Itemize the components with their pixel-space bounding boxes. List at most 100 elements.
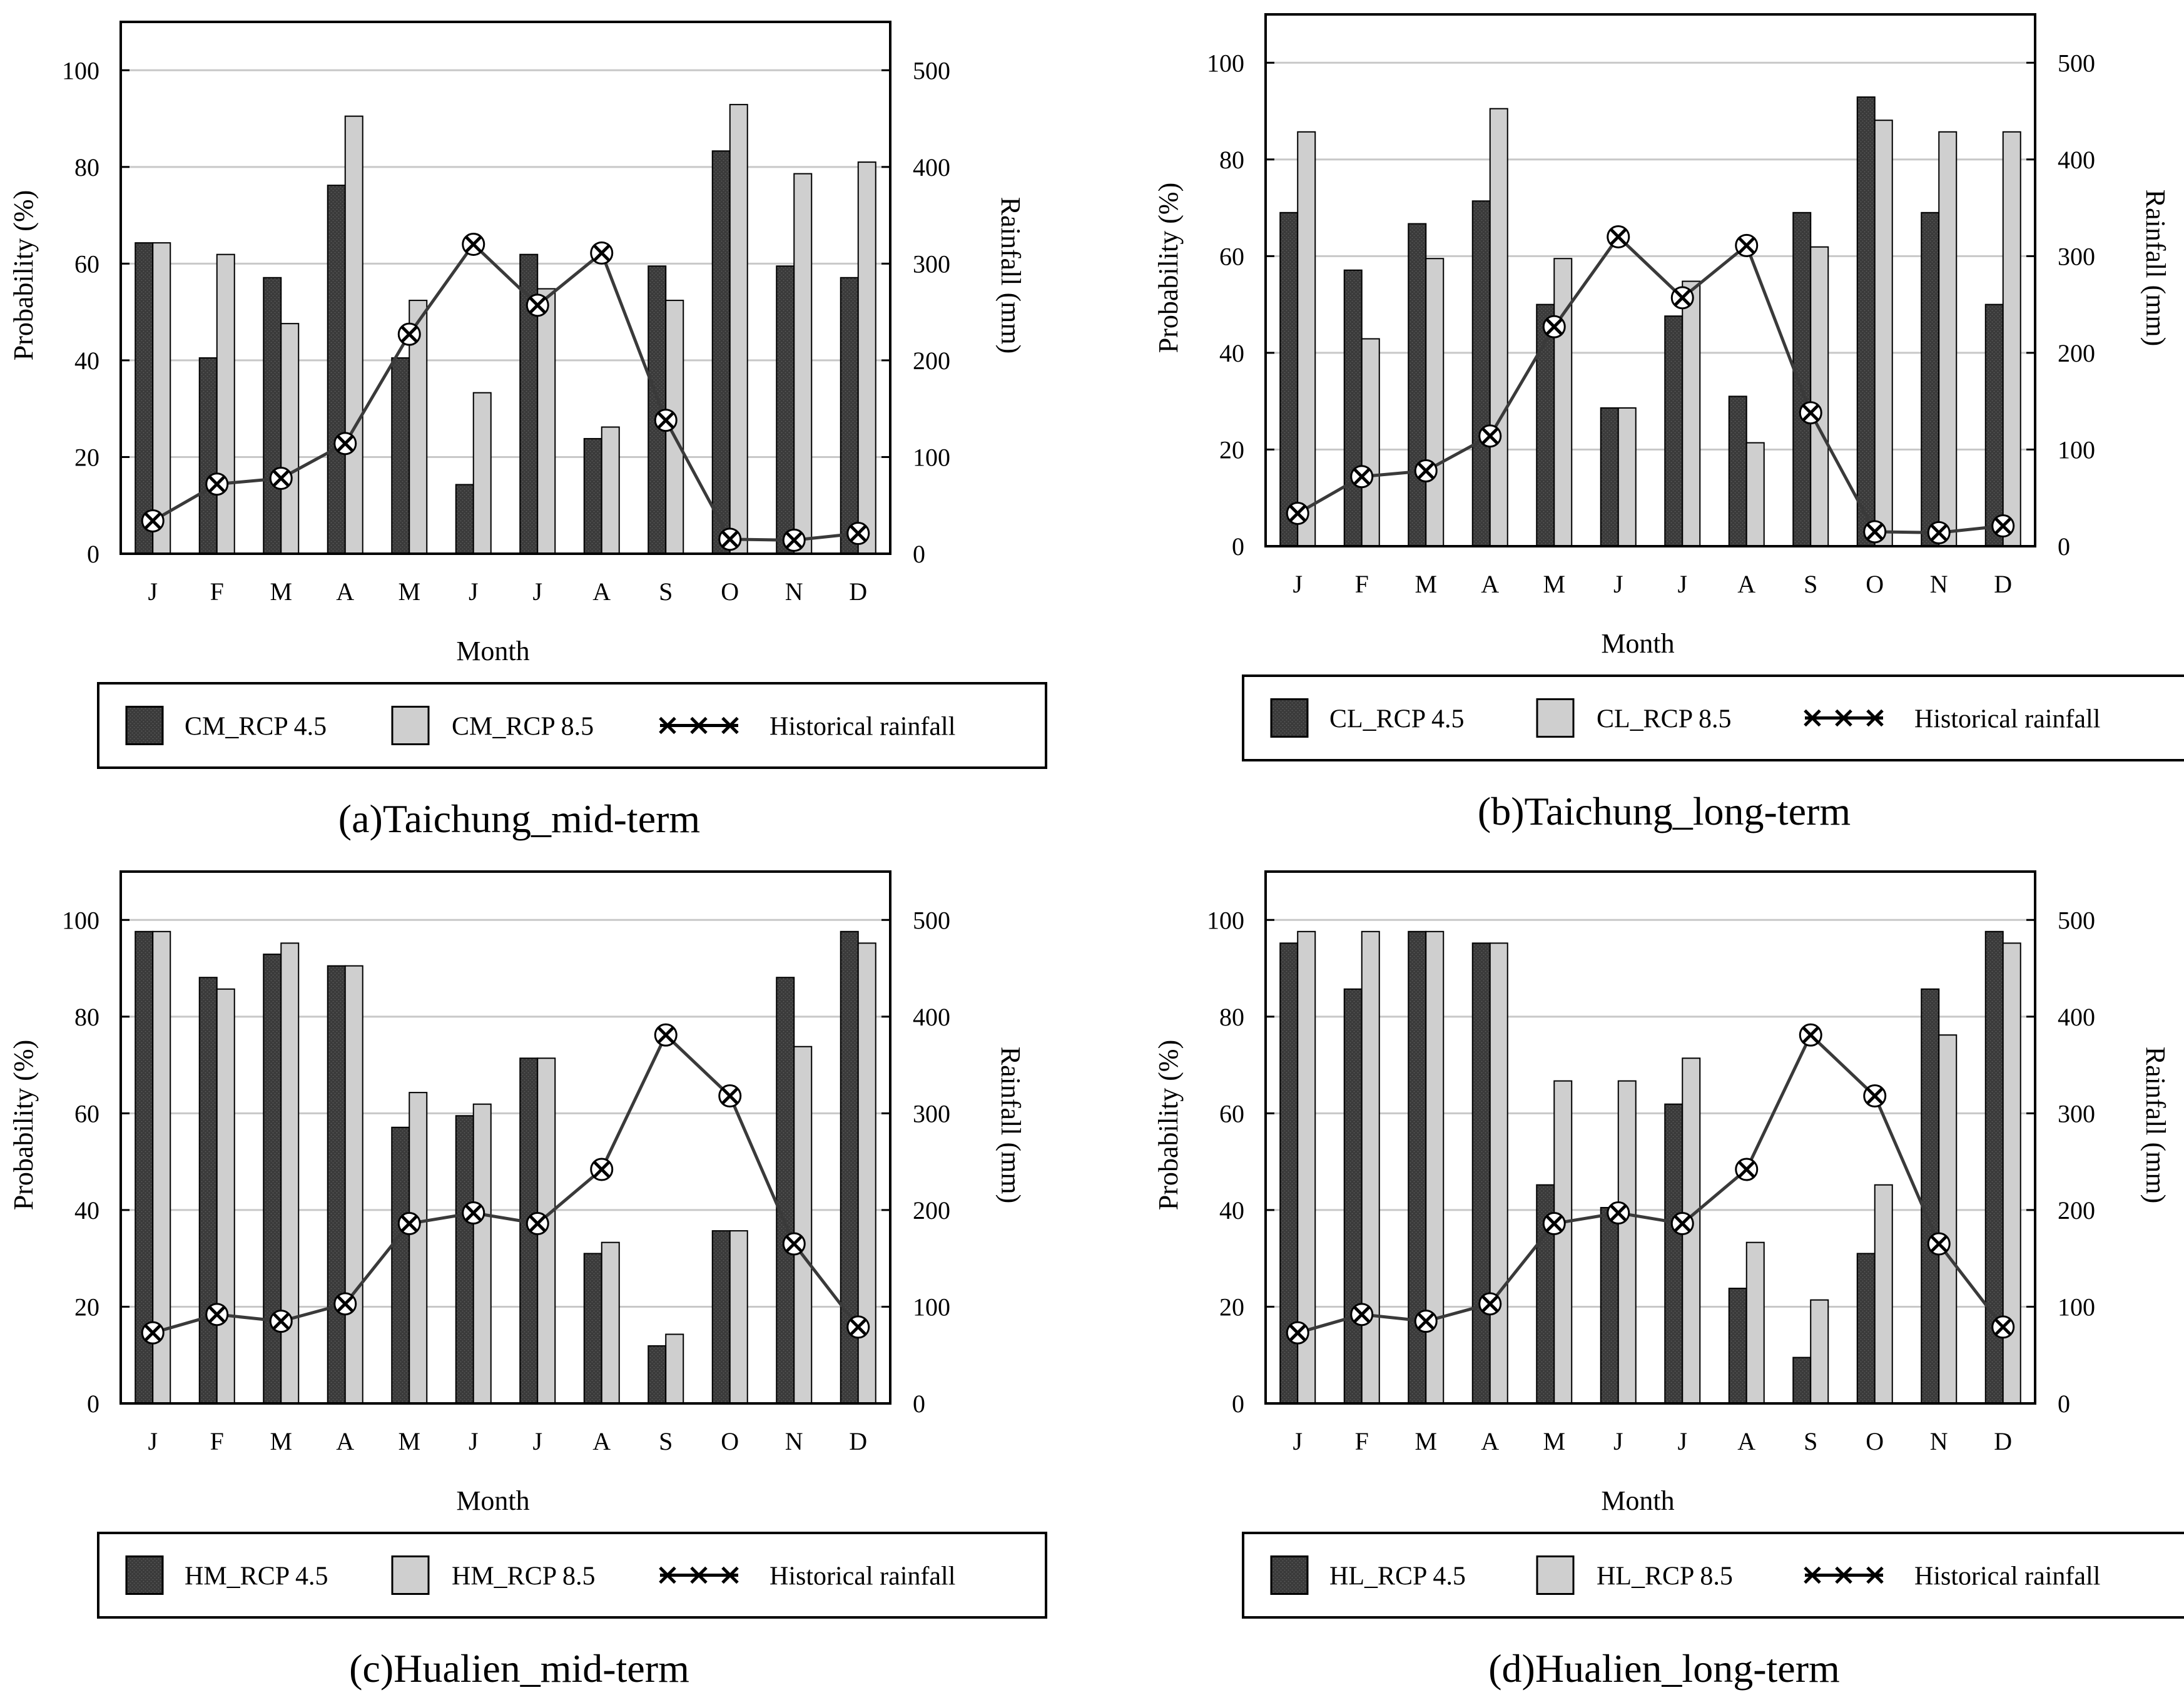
x-tick-label: S <box>1804 1427 1817 1455</box>
rainfall-line <box>1297 1032 2004 1335</box>
legend-swatch-rcp45 <box>1270 1555 1309 1595</box>
y2-tick-label: 400 <box>2058 1003 2095 1031</box>
bar-rcp45 <box>1856 96 1876 547</box>
rainfall-marker <box>1478 1292 1502 1316</box>
marker-x <box>208 1306 226 1323</box>
bar-rcp45 <box>648 1345 667 1404</box>
y2-axis-label: Rainfall (mm) <box>995 197 1026 354</box>
rainfall-marker <box>782 528 806 552</box>
legend-marker-x <box>1866 709 1884 727</box>
rainfall-marker <box>462 232 485 256</box>
x-tick-label: O <box>1866 570 1884 598</box>
x-tick-label: A <box>336 578 354 606</box>
rainfall-marker <box>590 1158 614 1181</box>
legend-label-rcp45: HL_RCP 4.5 <box>1329 1562 1466 1591</box>
y2-tick-label: 0 <box>2058 1390 2070 1418</box>
bar-rcp85 <box>1489 108 1508 547</box>
x-tick-label: A <box>592 1427 611 1455</box>
marker-x <box>1737 237 1755 255</box>
x-tick-label: A <box>592 578 611 606</box>
rainfall-marker <box>141 509 165 532</box>
y-tick-label: 0 <box>1232 532 1244 561</box>
y2-axis-label: Rainfall (mm) <box>2140 190 2171 347</box>
bar-rcp85 <box>280 323 300 554</box>
x-tick-label: D <box>1994 570 2012 598</box>
marker-x <box>1737 1161 1755 1178</box>
marker-x <box>1994 517 2012 535</box>
y-tick-label: 0 <box>1232 1390 1244 1418</box>
rainfall-marker <box>654 409 678 432</box>
bar-rcp85 <box>1874 1184 1893 1405</box>
bar-rcp85 <box>472 392 492 554</box>
y2-tick-label: 500 <box>2058 49 2095 77</box>
bar-rcp85 <box>665 1333 684 1404</box>
rainfall-marker <box>1991 1315 2015 1339</box>
rainfall-marker <box>1542 315 1566 338</box>
legend-marker-x <box>721 716 739 735</box>
rainfall-marker <box>846 1315 870 1339</box>
x-tick-label: J <box>148 1427 158 1455</box>
x-tick-label: S <box>659 578 673 606</box>
legend-label-rcp45: CL_RCP 4.5 <box>1329 705 1465 734</box>
y-tick-label: 100 <box>62 56 99 84</box>
x-tick-label: J <box>1677 570 1687 598</box>
legend-swatch-rcp45 <box>1270 698 1309 738</box>
y2-tick-label: 300 <box>2058 242 2095 270</box>
x-tick-label: A <box>336 1427 354 1455</box>
rainfall-marker <box>269 466 293 490</box>
rainfall-marker <box>718 1084 742 1108</box>
rainfall-marker <box>462 1201 485 1225</box>
rainfall-marker <box>654 1023 678 1047</box>
rainfall-marker <box>1927 1232 1951 1256</box>
rainfall-marker <box>1670 1212 1694 1236</box>
x-tick-label: O <box>721 1427 739 1455</box>
marker-x <box>144 1324 162 1341</box>
y2-tick-label: 0 <box>913 540 925 568</box>
legend-marker-x <box>1835 1566 1852 1584</box>
bar-rcp45 <box>1471 200 1491 547</box>
bar-rcp45 <box>711 150 731 554</box>
bar-rcp45 <box>1343 269 1363 547</box>
bar-rcp45 <box>840 277 859 554</box>
rainfall-marker <box>1799 1023 1822 1047</box>
x-tick-label: J <box>148 578 158 606</box>
bar-rcp45 <box>583 438 602 554</box>
marker-x <box>1609 1204 1627 1222</box>
bar-rcp85 <box>1874 120 1893 547</box>
legend-marker-x <box>1804 709 1821 727</box>
plot-frame <box>1264 13 2036 547</box>
x-tick-label: S <box>659 1427 673 1455</box>
bar-rcp85 <box>1745 1241 1765 1404</box>
y2-tick-label: 200 <box>913 1196 950 1224</box>
bar-rcp85 <box>1553 258 1573 547</box>
bar-rcp85 <box>280 942 300 1404</box>
legend-marker-x <box>659 716 676 735</box>
bar-rcp85 <box>216 988 235 1404</box>
legend-box <box>97 1532 1047 1619</box>
x-tick-label: F <box>1355 1427 1369 1455</box>
x-tick-label: M <box>1415 570 1437 598</box>
rainfall-marker <box>1286 501 1309 525</box>
chart-panel-2: 0 20 40 60 80 100 0 100 200 300 400 500 J F M A M J J A S O N D… <box>8 870 1047 1691</box>
x-tick-label: F <box>210 1427 224 1455</box>
bar-rcp85 <box>152 242 171 554</box>
legend-label-rcp85: CL_RCP 8.5 <box>1597 705 1732 734</box>
y-tick-label: 60 <box>74 1099 99 1127</box>
y2-axis-label: Rainfall (mm) <box>2140 1047 2171 1204</box>
rainfall-marker <box>526 1212 549 1236</box>
bar-rcp45 <box>1664 1103 1684 1404</box>
bar-rcp45 <box>1728 395 1747 547</box>
marker-x <box>849 524 867 542</box>
bar-rcp85 <box>1361 930 1380 1405</box>
x-tick-label: A <box>1481 1427 1499 1455</box>
rainfall-marker <box>1670 286 1694 310</box>
x-tick-label: O <box>1866 1427 1884 1455</box>
marker-x <box>1481 1295 1499 1313</box>
legend-marker-x <box>1804 1566 1821 1584</box>
bar-rcp85 <box>601 1241 620 1404</box>
bar-rcp45 <box>391 1126 410 1404</box>
legend-label-rainfall: Historical rainfall <box>1914 705 2100 734</box>
y-tick-label: 20 <box>1219 435 1244 464</box>
y2-tick-label: 100 <box>2058 1293 2095 1321</box>
marker-x <box>1545 1214 1563 1233</box>
